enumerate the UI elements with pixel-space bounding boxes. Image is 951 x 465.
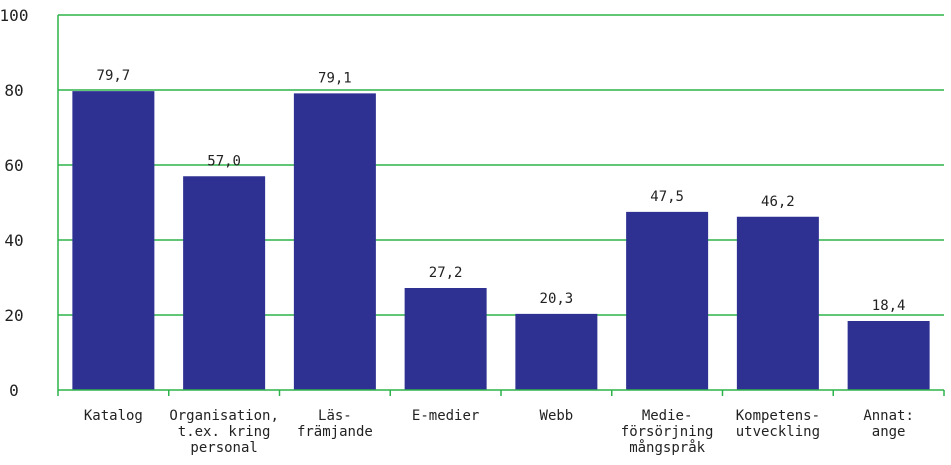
category-label: E-medier <box>412 408 479 424</box>
bar <box>183 176 266 390</box>
y-tick-label: 100 <box>0 6 28 25</box>
value-label: 27,2 <box>429 265 463 281</box>
category-label-line: försörjning <box>621 424 714 440</box>
category-label-line: främjande <box>297 424 373 440</box>
value-label: 79,7 <box>97 68 131 84</box>
category-label-line: personal <box>190 440 257 456</box>
category-label-line: E-medier <box>412 408 479 424</box>
y-tick-label: 0 <box>9 381 19 400</box>
category-label-line: Medie- <box>642 408 693 424</box>
category-label-line: ange <box>872 424 906 440</box>
bars <box>72 91 930 390</box>
category-label-line: Läs- <box>318 408 352 424</box>
category-label: Organisation, t.ex. kring personal <box>169 408 279 456</box>
y-tick-label: 20 <box>4 306 23 325</box>
bar <box>404 288 487 390</box>
category-label: Katalog <box>84 408 143 424</box>
value-label: 18,4 <box>872 298 906 314</box>
y-tick-label: 80 <box>4 81 23 100</box>
value-label: 47,5 <box>650 189 684 205</box>
category-label: Annat: ange <box>863 408 914 440</box>
category-label-line: Organisation, <box>169 408 279 424</box>
category-label: Läs-främjande <box>297 408 373 440</box>
y-tick-label: 60 <box>4 156 23 175</box>
value-label: 79,1 <box>318 70 352 86</box>
bar <box>293 93 376 390</box>
bar <box>626 211 709 390</box>
y-tick-labels: 0 20 40 60 80 100 <box>0 6 28 400</box>
bar <box>72 91 155 390</box>
bar <box>847 321 930 390</box>
category-label-line: Webb <box>540 408 574 424</box>
category-label-line: Katalog <box>84 408 143 424</box>
category-label-line: utveckling <box>736 424 820 440</box>
value-label: 20,3 <box>540 291 574 307</box>
category-label-line: t.ex. kring <box>178 424 271 440</box>
category-label-line: mångspråk <box>629 439 705 456</box>
category-labels: Katalog Organisation, t.ex. kring personal L… <box>84 408 914 456</box>
value-label: 57,0 <box>207 153 241 169</box>
category-label: Kompetens-utveckling <box>736 408 820 440</box>
category-label-line: Kompetens- <box>736 408 820 424</box>
category-label: Webb <box>540 408 574 424</box>
y-tick-label: 40 <box>4 231 23 250</box>
value-labels: 79,7 57,0 79,1 27,2 20,3 47,5 46,2 18,4 <box>97 68 906 314</box>
category-label-line: Annat: <box>863 408 914 424</box>
category-label: Medie-försörjning mångspråk <box>621 408 714 456</box>
bar <box>515 313 598 390</box>
bar <box>736 216 819 390</box>
value-label: 46,2 <box>761 194 795 210</box>
axes <box>57 15 945 396</box>
